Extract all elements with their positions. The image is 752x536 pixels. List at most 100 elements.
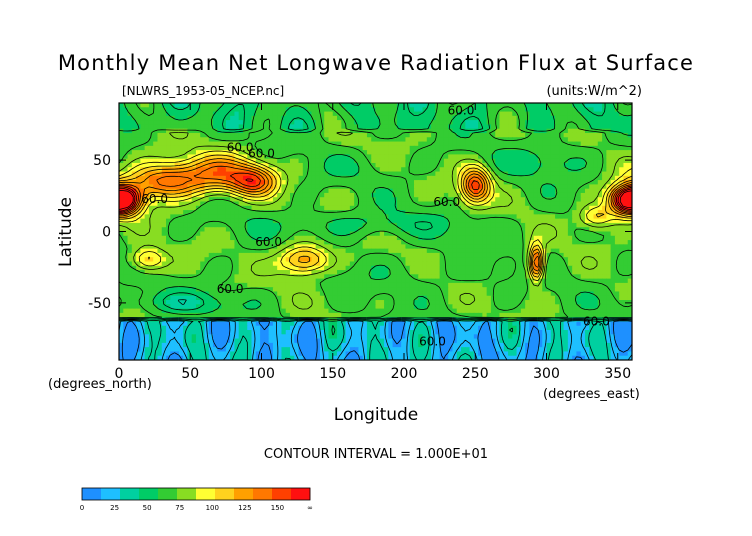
heatmap-cell: [456, 244, 462, 250]
heatmap-cell: [225, 120, 231, 126]
heatmap-cell: [328, 154, 334, 160]
heatmap-cell: [324, 248, 330, 254]
heatmap-cell: [195, 257, 201, 263]
heatmap-cell: [401, 222, 407, 228]
heatmap-cell: [533, 120, 539, 126]
heatmap-cell: [230, 231, 236, 237]
heatmap-cell: [508, 197, 513, 203]
heatmap-cell: [508, 218, 513, 224]
heatmap-cell: [542, 180, 548, 185]
heatmap-cell: [508, 154, 513, 160]
heatmap-cell: [277, 175, 283, 181]
heatmap-cell: [405, 257, 411, 263]
heatmap-cell: [349, 154, 355, 160]
heatmap-cell: [486, 115, 492, 121]
heatmap-cell: [542, 205, 548, 211]
heatmap-cell: [136, 257, 141, 263]
heatmap-cell: [332, 180, 338, 185]
heatmap-cell: [388, 128, 394, 134]
heatmap-cell: [170, 111, 176, 117]
heatmap-cell: [435, 167, 441, 173]
heatmap-cell: [302, 141, 308, 147]
heatmap-cell: [610, 227, 616, 233]
heatmap-cell: [572, 184, 578, 190]
heatmap-cell: [200, 235, 206, 241]
heatmap-cell: [307, 218, 312, 224]
heatmap-cell: [555, 184, 560, 190]
heatmap-cell: [503, 261, 509, 267]
heatmap-cell: [516, 145, 522, 151]
heatmap-cell: [371, 192, 377, 198]
heatmap-cell: [516, 188, 522, 194]
heatmap-cell: [533, 192, 539, 198]
heatmap-cell: [537, 132, 543, 138]
heatmap-cell: [290, 128, 295, 134]
heatmap-cell: [298, 222, 304, 228]
heatmap-cell: [298, 244, 304, 250]
heatmap-cell: [580, 103, 586, 108]
heatmap-cell: [290, 154, 295, 160]
heatmap-cell: [610, 201, 616, 207]
heatmap-cell: [225, 137, 231, 143]
heatmap-cell: [225, 244, 231, 250]
heatmap-cell: [183, 184, 189, 190]
heatmap-cell: [448, 137, 454, 143]
heatmap-cell: [298, 235, 304, 241]
heatmap-cell: [486, 201, 492, 207]
heatmap-cell: [610, 231, 616, 237]
heatmap-cell: [161, 158, 167, 164]
heatmap-cell: [298, 145, 304, 151]
heatmap-cell: [516, 235, 522, 241]
heatmap-cell: [371, 154, 377, 160]
heatmap-cell: [593, 222, 599, 228]
heatmap-cell: [619, 132, 625, 138]
heatmap-cell: [123, 197, 129, 203]
heatmap-cell: [405, 205, 411, 211]
heatmap-cell: [153, 162, 159, 168]
heatmap-cell: [503, 205, 509, 211]
heatmap-cell: [623, 103, 629, 108]
heatmap-cell: [264, 231, 270, 237]
heatmap-cell: [161, 252, 167, 258]
heatmap-cell: [213, 252, 218, 258]
heatmap-cell: [234, 132, 240, 138]
heatmap-cell: [183, 218, 189, 224]
heatmap-cell: [495, 197, 501, 203]
heatmap-cell: [281, 235, 287, 241]
heatmap-cell: [572, 167, 578, 173]
heatmap-cell: [520, 115, 526, 121]
heatmap-cell: [195, 210, 201, 215]
heatmap-cell: [461, 128, 466, 134]
heatmap-cell: [533, 227, 539, 233]
heatmap-cell: [311, 270, 317, 275]
heatmap-cell: [354, 205, 360, 211]
heatmap-cell: [405, 171, 411, 177]
heatmap-cell: [242, 197, 248, 203]
heatmap-cell: [242, 248, 248, 254]
heatmap-cell: [285, 278, 291, 284]
heatmap-cell: [255, 274, 261, 280]
heatmap-cell: [409, 115, 415, 121]
heatmap-cell: [418, 175, 424, 181]
heatmap-cell: [332, 111, 338, 117]
heatmap-cell: [375, 257, 381, 263]
heatmap-cell: [529, 128, 535, 134]
heatmap-cell: [422, 278, 428, 284]
heatmap-cell: [563, 180, 569, 185]
heatmap-cell: [495, 145, 501, 151]
heatmap-cell: [170, 201, 176, 207]
heatmap-cell: [499, 222, 505, 228]
heatmap-cell: [204, 180, 210, 185]
heatmap-cell: [567, 184, 573, 190]
heatmap-cell: [298, 184, 304, 190]
heatmap-cell: [482, 235, 488, 241]
heatmap-cell: [337, 278, 342, 284]
heatmap-cell: [614, 141, 620, 147]
heatmap-cell: [328, 227, 334, 233]
heatmap-cell: [166, 270, 171, 275]
heatmap-cell: [576, 107, 582, 113]
heatmap-cell: [157, 171, 163, 177]
heatmap-cell: [465, 235, 471, 241]
heatmap-cell: [166, 128, 171, 134]
heatmap-cell: [234, 214, 240, 220]
